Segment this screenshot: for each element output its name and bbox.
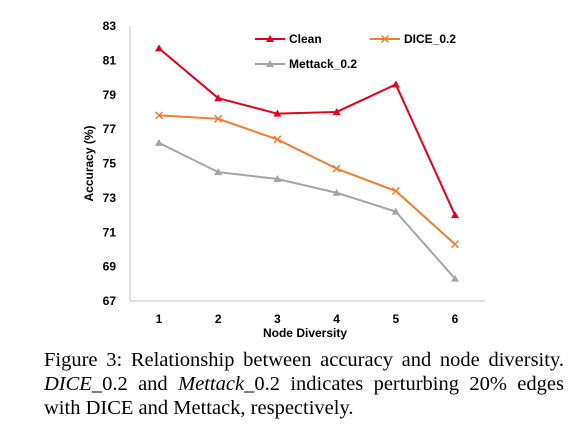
- series-line-dice-0-2: [158, 114, 456, 246]
- caption-mettack: Mettack: [178, 373, 245, 395]
- data-point: [273, 135, 282, 144]
- y-tick-label: 67: [103, 294, 117, 308]
- data-point: [332, 188, 341, 196]
- data-point: [154, 111, 164, 120]
- data-point: [451, 274, 459, 282]
- data-point: [391, 186, 400, 196]
- data-point: [450, 240, 460, 249]
- data-point: [451, 211, 459, 219]
- data-point: [391, 80, 400, 88]
- y-axis-title: Accuracy (%): [82, 125, 96, 201]
- data-point: [273, 109, 282, 117]
- x-tick-label: 5: [392, 312, 399, 326]
- figure-caption: Figure 3: Relationship between accuracy …: [44, 348, 564, 420]
- legend-label: Clean: [289, 32, 322, 46]
- x-tick-label: 1: [156, 312, 163, 326]
- x-axis-title: Node Diversity: [263, 326, 347, 340]
- x-tick-label: 2: [215, 312, 222, 326]
- data-point: [273, 174, 282, 182]
- x-tick-label: 6: [452, 312, 459, 326]
- caption-mettack-suffix: _0.2 indicates perturbing 20% edges with…: [44, 373, 564, 419]
- data-point: [155, 44, 163, 52]
- legend-marker: [266, 35, 274, 42]
- caption-prefix: Figure 3: Relationship between accuracy …: [44, 349, 564, 371]
- data-point: [155, 138, 163, 146]
- data-point: [391, 207, 400, 215]
- data-point: [214, 114, 223, 123]
- y-tick-label: 71: [103, 225, 117, 239]
- data-point: [214, 168, 223, 176]
- data-point: [332, 164, 341, 173]
- y-tick-label: 69: [103, 260, 117, 274]
- y-tick-label: 73: [103, 191, 117, 205]
- data-point: [214, 94, 223, 102]
- x-tick-label: 4: [333, 312, 340, 326]
- legend-label: DICE_0.2: [404, 32, 456, 46]
- y-tick-label: 75: [103, 157, 117, 171]
- y-tick-label: 79: [103, 88, 117, 102]
- series-line-clean: [158, 47, 456, 216]
- y-tick-label: 77: [103, 122, 117, 136]
- caption-dice: DICE: [44, 373, 92, 395]
- series-line-mettack-0-2: [158, 141, 456, 280]
- data-point: [332, 107, 341, 115]
- legend-marker: [266, 60, 274, 67]
- line-chart: 67 69 71 73 75 77 79 81 83 1 2 3 4 5 6 Node Diversity Ac…: [82, 19, 485, 340]
- y-tick-label: 83: [103, 19, 117, 33]
- legend-marker: [380, 34, 390, 44]
- legend-label: Mettack_0.2: [289, 57, 357, 71]
- caption-dice-suffix: _0.2 and: [91, 373, 179, 395]
- chart-area: 67 69 71 73 75 77 79 81 83 1 2 3 4 5 6 Node Diversity Ac…: [82, 19, 485, 340]
- y-tick-label: 81: [103, 53, 117, 67]
- x-tick-label: 3: [274, 312, 281, 326]
